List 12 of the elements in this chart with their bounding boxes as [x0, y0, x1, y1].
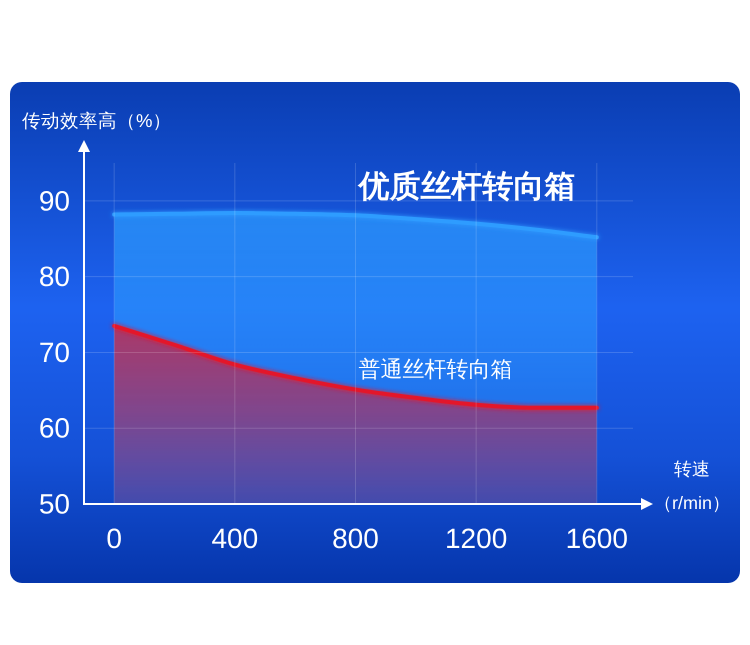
x-tick-label: 1600 — [566, 523, 628, 554]
x-tick-label: 400 — [211, 523, 258, 554]
y-tick-label: 90 — [38, 185, 70, 216]
y-tick-label: 50 — [38, 488, 70, 520]
x-tick-label: 0 — [106, 523, 122, 554]
y-tick-label: 80 — [38, 261, 70, 292]
x-tick-label: 800 — [332, 523, 379, 554]
x-axis-title: 转速（r/min） — [653, 458, 731, 515]
y-axis-title: 传动效率高（%） — [22, 110, 172, 131]
y-tick-label: 60 — [38, 412, 70, 444]
y-tick-label: 70 — [38, 336, 70, 368]
x-tick-label: 1200 — [444, 523, 508, 554]
